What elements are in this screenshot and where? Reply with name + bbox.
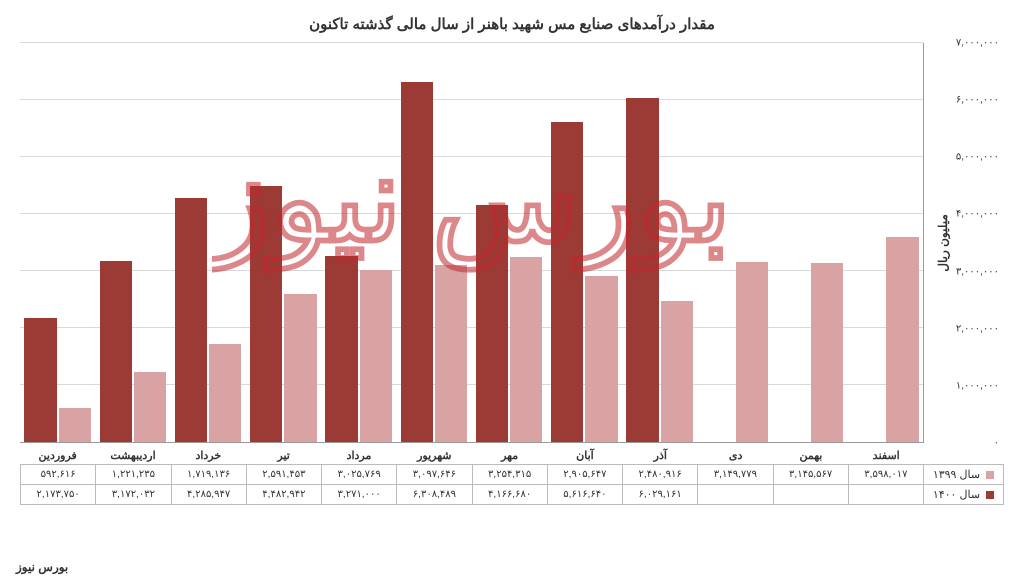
- plot-wrap: میلیون ریال ۰۱,۰۰۰,۰۰۰۲,۰۰۰,۰۰۰۳,۰۰۰,۰۰۰…: [20, 43, 1004, 443]
- table-cell: ۳,۱۴۹,۷۷۹: [698, 465, 773, 485]
- x-axis-label: مهر: [472, 443, 547, 462]
- y-tick: ۰: [944, 438, 999, 449]
- bar: [661, 301, 693, 442]
- table-cell: ۳,۲۵۴,۳۱۵: [472, 465, 547, 485]
- y-tick: ۶,۰۰۰,۰۰۰: [944, 95, 999, 106]
- bar: [886, 237, 918, 442]
- table-cell: ۳,۱۷۲,۰۳۲: [96, 485, 171, 505]
- x-axis-label: بهمن: [773, 443, 848, 462]
- bar: [360, 270, 392, 442]
- y-ticks: ۰۱,۰۰۰,۰۰۰۲,۰۰۰,۰۰۰۳,۰۰۰,۰۰۰۴,۰۰۰,۰۰۰۵,۰…: [944, 43, 1004, 443]
- y-tick: ۱,۰۰۰,۰۰۰: [944, 380, 999, 391]
- bar-group: [697, 43, 772, 442]
- y-tick: ۲,۰۰۰,۰۰۰: [944, 323, 999, 334]
- table-cell: ۵,۶۱۶,۶۴۰: [547, 485, 622, 505]
- bar: [325, 256, 357, 442]
- bar: [175, 198, 207, 442]
- table-cell: ۱,۲۲۱,۲۳۵: [96, 465, 171, 485]
- table-cell: ۴,۱۶۶,۶۸۰: [472, 485, 547, 505]
- series-label: سال ۱۴۰۰: [924, 485, 1004, 505]
- x-axis-label: فروردین: [20, 443, 95, 462]
- chart-container: مقدار درآمدهای صنایع مس شهید باهنر از سا…: [0, 0, 1024, 578]
- bar-group: [396, 43, 471, 442]
- bar: [551, 122, 583, 442]
- bar-group: [547, 43, 622, 442]
- table-cell: ۳,۰۹۷,۶۴۶: [397, 465, 472, 485]
- table-cell: ۳,۵۹۸,۰۱۷: [848, 465, 923, 485]
- table-cell: ۲,۴۸۰,۹۱۶: [623, 465, 698, 485]
- table-cell: ۶,۳۰۸,۴۸۹: [397, 485, 472, 505]
- table-cell: ۴,۲۸۵,۹۴۷: [171, 485, 246, 505]
- x-axis-label: آبان: [547, 443, 622, 462]
- table-cell: ۳,۱۴۵,۵۶۷: [773, 465, 848, 485]
- table-cell: [773, 485, 848, 505]
- table-cell: ۳,۰۲۵,۷۶۹: [322, 465, 397, 485]
- table-cell: [698, 485, 773, 505]
- bar-group: [773, 43, 848, 442]
- x-axis-label: دی: [698, 443, 773, 462]
- legend-swatch: [986, 491, 994, 499]
- bar: [811, 263, 843, 442]
- bar: [736, 262, 768, 442]
- x-axis-label: تیر: [246, 443, 321, 462]
- bar-group: [848, 43, 923, 442]
- x-axis-label: خرداد: [171, 443, 246, 462]
- x-axis-labels: فروردیناردیبهشتخردادتیرمردادشهریورمهرآبا…: [20, 443, 924, 462]
- bar: [59, 408, 91, 442]
- bar: [284, 294, 316, 442]
- bar-group: [472, 43, 547, 442]
- bar-group: [246, 43, 321, 442]
- bar: [626, 98, 658, 442]
- bar: [24, 318, 56, 442]
- table-cell: ۲,۹۰۵,۶۴۷: [547, 465, 622, 485]
- x-axis-label: آذر: [623, 443, 698, 462]
- bar-group: [622, 43, 697, 442]
- y-tick: ۷,۰۰۰,۰۰۰: [944, 38, 999, 49]
- bar: [209, 344, 241, 442]
- y-tick: ۵,۰۰۰,۰۰۰: [944, 152, 999, 163]
- footer-credit: بورس نیوز: [16, 560, 68, 574]
- table-row: ۲,۱۷۳,۷۵۰۳,۱۷۲,۰۳۲۴,۲۸۵,۹۴۷۴,۴۸۲,۹۴۲۳,۲۷…: [21, 485, 1004, 505]
- chart-title: مقدار درآمدهای صنایع مس شهید باهنر از سا…: [20, 15, 1004, 33]
- bar: [401, 82, 433, 442]
- bar: [435, 265, 467, 442]
- table-cell: ۳,۲۷۱,۰۰۰: [322, 485, 397, 505]
- table-row: ۵۹۲,۶۱۶۱,۲۲۱,۲۳۵۱,۷۱۹,۱۳۶۲,۵۹۱,۴۵۳۳,۰۲۵,…: [21, 465, 1004, 485]
- y-tick: ۳,۰۰۰,۰۰۰: [944, 266, 999, 277]
- bar: [250, 186, 282, 442]
- bar-group: [321, 43, 396, 442]
- bar: [100, 261, 132, 442]
- y-axis: میلیون ریال ۰۱,۰۰۰,۰۰۰۲,۰۰۰,۰۰۰۳,۰۰۰,۰۰۰…: [924, 43, 1004, 443]
- x-axis-label: اسفند: [849, 443, 924, 462]
- table-cell: ۲,۱۷۳,۷۵۰: [21, 485, 96, 505]
- plot-area: بورس نیوز: [20, 43, 924, 443]
- table-cell: ۵۹۲,۶۱۶: [21, 465, 96, 485]
- table-cell: ۴,۴۸۲,۹۴۲: [246, 485, 321, 505]
- bar-group: [95, 43, 170, 442]
- bar-group: [171, 43, 246, 442]
- series-label: سال ۱۳۹۹: [924, 465, 1004, 485]
- x-axis-label: اردیبهشت: [95, 443, 170, 462]
- table-cell: ۶,۰۲۹,۱۶۱: [623, 485, 698, 505]
- bars-layer: [20, 43, 923, 442]
- table-cell: ۲,۵۹۱,۴۵۳: [246, 465, 321, 485]
- legend-swatch: [986, 471, 994, 479]
- bar: [134, 372, 166, 442]
- table-cell: [848, 485, 923, 505]
- table-cell: ۱,۷۱۹,۱۳۶: [171, 465, 246, 485]
- bar: [476, 205, 508, 443]
- x-axis-label: شهریور: [397, 443, 472, 462]
- bar-group: [20, 43, 95, 442]
- data-table: ۵۹۲,۶۱۶۱,۲۲۱,۲۳۵۱,۷۱۹,۱۳۶۲,۵۹۱,۴۵۳۳,۰۲۵,…: [20, 464, 1004, 505]
- x-axis-label: مرداد: [321, 443, 396, 462]
- y-tick: ۴,۰۰۰,۰۰۰: [944, 209, 999, 220]
- bar: [510, 257, 542, 442]
- bar: [585, 276, 617, 442]
